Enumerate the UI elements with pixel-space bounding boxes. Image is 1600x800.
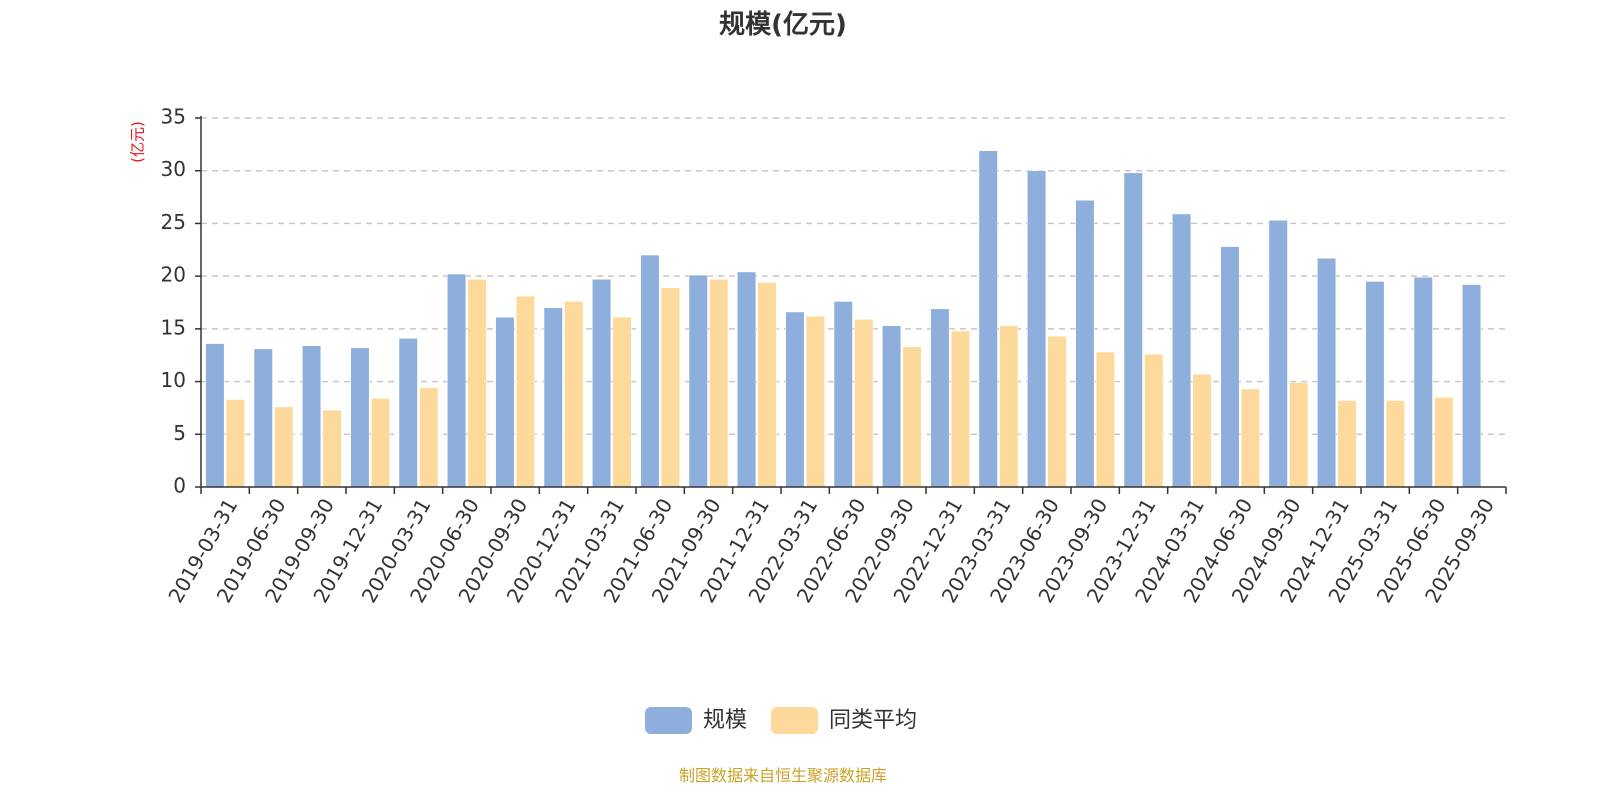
bar-peer-average: [467, 279, 487, 488]
bar-scale: [592, 279, 612, 488]
bar-scale: [1462, 284, 1482, 488]
bar-scale: [1365, 281, 1385, 488]
bar-scale: [1075, 199, 1095, 488]
y-tick-label: 10: [161, 368, 186, 392]
bar-scale: [737, 271, 757, 488]
bar-peer-average: [1289, 382, 1309, 488]
legend-label-peer-average: 同类平均: [829, 708, 917, 733]
grid-lines: [201, 117, 1506, 436]
bar-scale: [688, 274, 708, 488]
bar-peer-average: [902, 346, 922, 488]
bar-peer-average: [1240, 388, 1260, 488]
bar-scale: [1220, 246, 1240, 488]
bar-scale: [302, 345, 322, 488]
bar-scale: [1123, 172, 1143, 488]
bar-peer-average: [950, 330, 970, 488]
y-tick-label: 15: [161, 315, 186, 339]
bar-peer-average: [225, 399, 245, 488]
bar-peer-average: [274, 406, 294, 488]
bar-scale: [495, 317, 515, 488]
bar-scale: [1268, 220, 1288, 488]
bar-peer-average: [1095, 351, 1115, 488]
legend-swatch-peer-average: [771, 707, 818, 734]
bars: [205, 150, 1482, 488]
y-tick-labels: 0 5 10 15 20 25 30 35: [161, 105, 186, 498]
axes: [195, 116, 1507, 494]
bar-peer-average: [1434, 397, 1454, 488]
y-tick-label: 5: [173, 421, 186, 445]
bar-peer-average: [854, 319, 874, 488]
source-note: 制图数据来自恒生聚源数据库: [679, 766, 887, 785]
bar-scale: [640, 254, 660, 488]
legend-label-scale: 规模: [703, 708, 747, 733]
y-tick-label: 20: [161, 263, 186, 287]
y-tick-label: 30: [161, 157, 186, 181]
legend: 规模 同类平均: [645, 707, 917, 734]
bar-peer-average: [370, 398, 390, 488]
bar-peer-average: [757, 282, 777, 488]
bar-scale: [543, 307, 563, 488]
bar-scale: [1027, 170, 1047, 488]
bar-peer-average: [999, 325, 1019, 488]
bar-peer-average: [1337, 400, 1357, 488]
bar-scale: [882, 325, 902, 488]
bar-peer-average: [612, 317, 632, 488]
bar-peer-average: [515, 295, 535, 488]
bar-scale: [447, 273, 467, 488]
y-axis-unit-label: (亿元): [129, 121, 147, 163]
bar-scale: [1413, 276, 1433, 488]
bar-scale: [205, 343, 225, 488]
bar-peer-average: [1047, 335, 1067, 488]
y-tick-label: 25: [161, 210, 186, 234]
bar-scale: [350, 347, 370, 488]
bar-peer-average: [419, 387, 439, 488]
bar-scale: [978, 150, 998, 488]
bar-peer-average: [1385, 400, 1405, 488]
bar-peer-average: [1192, 373, 1212, 488]
bar-peer-average: [660, 287, 680, 488]
bar-scale: [930, 308, 950, 488]
bar-scale: [398, 338, 418, 488]
chart-title: 规模(亿元): [719, 10, 847, 40]
bar-scale: [833, 301, 853, 488]
bar-scale: [1172, 213, 1192, 488]
bar-scale: [253, 348, 273, 488]
bar-peer-average: [564, 301, 584, 488]
bar-peer-average: [322, 409, 342, 488]
bar-scale: [1317, 257, 1337, 488]
bar-peer-average: [709, 279, 729, 488]
bar-scale: [785, 311, 805, 488]
bar-peer-average: [1144, 353, 1164, 488]
legend-swatch-scale: [645, 707, 692, 734]
y-tick-label: 0: [173, 474, 186, 498]
y-tick-label: 35: [161, 105, 186, 129]
x-tick-labels: 2019-03-312019-06-302019-09-302019-12-31…: [163, 494, 1499, 607]
bar-peer-average: [805, 315, 825, 488]
